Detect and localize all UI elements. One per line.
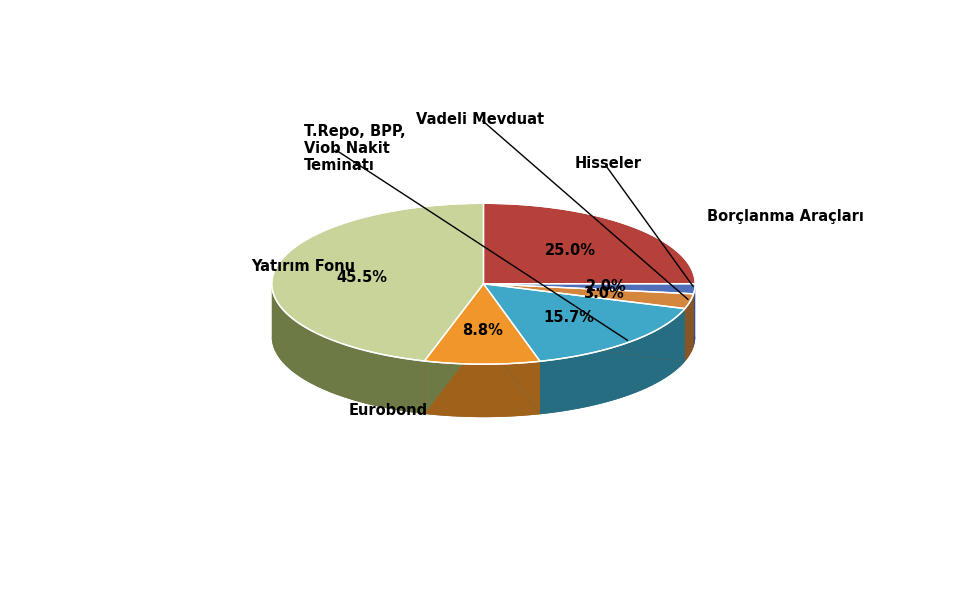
Polygon shape bbox=[685, 294, 693, 362]
Text: 8.8%: 8.8% bbox=[462, 323, 503, 338]
Polygon shape bbox=[484, 284, 540, 414]
Polygon shape bbox=[272, 337, 484, 414]
Text: Eurobond: Eurobond bbox=[348, 402, 427, 418]
Polygon shape bbox=[540, 309, 685, 414]
Polygon shape bbox=[484, 337, 695, 347]
Text: 15.7%: 15.7% bbox=[542, 310, 594, 325]
Polygon shape bbox=[484, 284, 695, 294]
Polygon shape bbox=[484, 284, 685, 362]
Polygon shape bbox=[272, 284, 425, 414]
Text: T.Repo, BPP,
Viob Nakit
Teminatı: T.Repo, BPP, Viob Nakit Teminatı bbox=[304, 124, 406, 173]
Text: Vadeli Mevduat: Vadeli Mevduat bbox=[417, 112, 544, 126]
Polygon shape bbox=[484, 337, 693, 362]
Polygon shape bbox=[484, 337, 685, 414]
Text: 3.0%: 3.0% bbox=[583, 287, 624, 301]
Polygon shape bbox=[693, 284, 695, 347]
Polygon shape bbox=[484, 284, 685, 362]
Text: 45.5%: 45.5% bbox=[337, 269, 388, 285]
Text: 2.0%: 2.0% bbox=[586, 279, 627, 294]
Polygon shape bbox=[484, 284, 540, 414]
Text: Hisseler: Hisseler bbox=[574, 155, 642, 171]
Polygon shape bbox=[425, 284, 540, 364]
Polygon shape bbox=[272, 203, 484, 361]
Polygon shape bbox=[425, 361, 540, 417]
Polygon shape bbox=[425, 284, 484, 414]
Polygon shape bbox=[425, 284, 484, 414]
Polygon shape bbox=[484, 203, 695, 284]
Text: Borçlanma Araçları: Borçlanma Araçları bbox=[707, 209, 864, 223]
Polygon shape bbox=[484, 284, 685, 361]
Polygon shape bbox=[425, 337, 540, 417]
Text: 25.0%: 25.0% bbox=[544, 243, 596, 258]
Text: Yatırım Fonu: Yatırım Fonu bbox=[251, 259, 355, 274]
Polygon shape bbox=[484, 284, 693, 347]
Polygon shape bbox=[484, 284, 693, 347]
Polygon shape bbox=[484, 284, 693, 309]
